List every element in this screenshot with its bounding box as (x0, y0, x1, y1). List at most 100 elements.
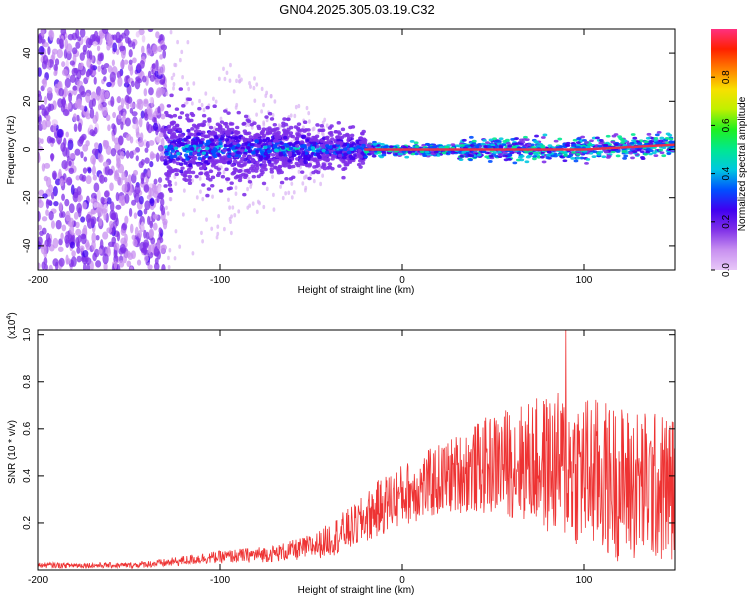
spectrogram-cell (319, 124, 324, 128)
snr-y-scale-exp: 4 (6, 316, 13, 320)
spectrogram-cell (519, 158, 525, 162)
spectrogram-cell (113, 242, 120, 251)
spectrogram-cell (587, 148, 590, 151)
spectrogram-cell (630, 133, 636, 136)
spectrogram-cell (174, 107, 180, 111)
spectrogram-cell (646, 132, 652, 136)
spectrogram-cell (490, 143, 496, 147)
spectrogram-cell (610, 140, 616, 144)
spectrogram-cell (237, 209, 241, 214)
spectrogram-cell (605, 134, 611, 138)
spectrogram-cell (52, 123, 57, 133)
spectrogram-cell (129, 266, 134, 270)
spectrogram-cell (64, 38, 69, 50)
spectrogram-cell (279, 180, 285, 185)
spectrogram-cell (229, 62, 232, 68)
spectrogram-cell (505, 141, 511, 145)
spectrogram-cell (137, 209, 143, 217)
spectrogram-cell (57, 246, 64, 252)
spectrogram-cell (101, 105, 108, 117)
spectrogram-cell (672, 143, 675, 146)
spectrogram-cell (128, 59, 133, 65)
spectrogram-cell (182, 148, 187, 153)
spectrogram-cell (453, 148, 457, 151)
spectrogram-cell (615, 150, 621, 153)
spectrogram-cell (210, 149, 216, 154)
spectrogram-cell (143, 88, 148, 97)
spectrogram-cell (279, 141, 284, 146)
spectrogram-cell (536, 155, 542, 159)
spectrogram-cell (127, 174, 132, 184)
spectrogram-cell (224, 138, 230, 142)
spectrogram-cell (280, 146, 286, 150)
spectrogram-x-label: Height of straight line (km) (298, 285, 415, 296)
spectrogram-cell (585, 145, 591, 149)
spectrogram-cell (361, 129, 366, 134)
spectrogram-cell (134, 226, 139, 237)
spectrogram-cell (179, 162, 184, 167)
spectrogram-cell (210, 163, 216, 168)
spectrogram-cell (461, 150, 467, 154)
spectrogram-cell (399, 148, 402, 151)
spectrogram-cell (110, 96, 115, 108)
spectrogram-cell (95, 94, 100, 101)
spectrogram-cell (113, 260, 118, 270)
spectrogram-cell (154, 257, 159, 265)
spectrogram-cell (637, 145, 640, 148)
spectrogram-cell (323, 117, 327, 122)
spectrogram-cell (115, 204, 122, 210)
spectrogram-cell (153, 178, 158, 185)
spectrogram-cell (70, 184, 75, 195)
spectrogram-cell (296, 122, 302, 126)
spectrogram-cell (167, 128, 173, 132)
spectrogram-cell (575, 141, 581, 145)
spectrogram-cell (151, 184, 157, 193)
spectrogram-cell (350, 125, 356, 129)
spectrogram-cell (205, 193, 210, 198)
spectrogram-cell (471, 148, 475, 151)
spectrogram-cell (283, 122, 289, 127)
spectrogram-cell (107, 168, 114, 176)
spectrogram-cell (187, 159, 192, 164)
spectrogram-cell (173, 256, 177, 261)
spectrogram-cell (211, 194, 214, 199)
spectrogram-cell (324, 136, 330, 141)
spectrogram-cell (316, 163, 321, 168)
snr-series-line (38, 330, 675, 570)
spectrogram-cell (53, 70, 58, 77)
spectrogram-cell (85, 140, 90, 147)
spectrogram-cell (38, 262, 41, 270)
spectrogram-cell (320, 128, 326, 133)
spectrogram-cell (287, 190, 291, 196)
spectrogram-cell (172, 72, 176, 78)
snr-y-ticks: 0.2 0.4 0.6 0.8 1.0 (22, 327, 675, 530)
spectrogram-cell (45, 114, 51, 122)
y-tick-label: 0.4 (22, 468, 33, 482)
spectrogram-cell (532, 148, 536, 151)
spectrogram-cell (488, 148, 492, 151)
spectrogram-cell (289, 113, 293, 118)
spectrogram-cell (628, 145, 632, 149)
spectrogram-cell (51, 170, 57, 180)
spectrogram-cell (603, 150, 609, 154)
spectrogram-cell (210, 175, 216, 180)
spectrogram-cell (79, 173, 84, 181)
spectrogram-cell (157, 106, 161, 114)
spectrogram-cell (654, 144, 658, 147)
spectrogram-cell (153, 262, 160, 270)
spectrogram-cell (595, 136, 600, 140)
spectrogram-cell (174, 229, 178, 234)
spectrogram-cell (209, 138, 215, 142)
spectrogram-cell (70, 256, 77, 267)
spectrogram-cell (277, 123, 281, 128)
spectrogram-cell (186, 97, 191, 101)
spectrogram-cell (86, 58, 92, 68)
spectrogram-cell (386, 148, 389, 151)
spectrogram-cell (138, 29, 145, 36)
spectrogram-cell (129, 223, 134, 234)
x-tick-label: -200 (28, 575, 48, 586)
spectrogram-cell (270, 128, 276, 132)
spectrogram-cell (342, 160, 348, 164)
spectrogram-cell (471, 139, 477, 143)
spectrogram-cell (198, 140, 204, 145)
